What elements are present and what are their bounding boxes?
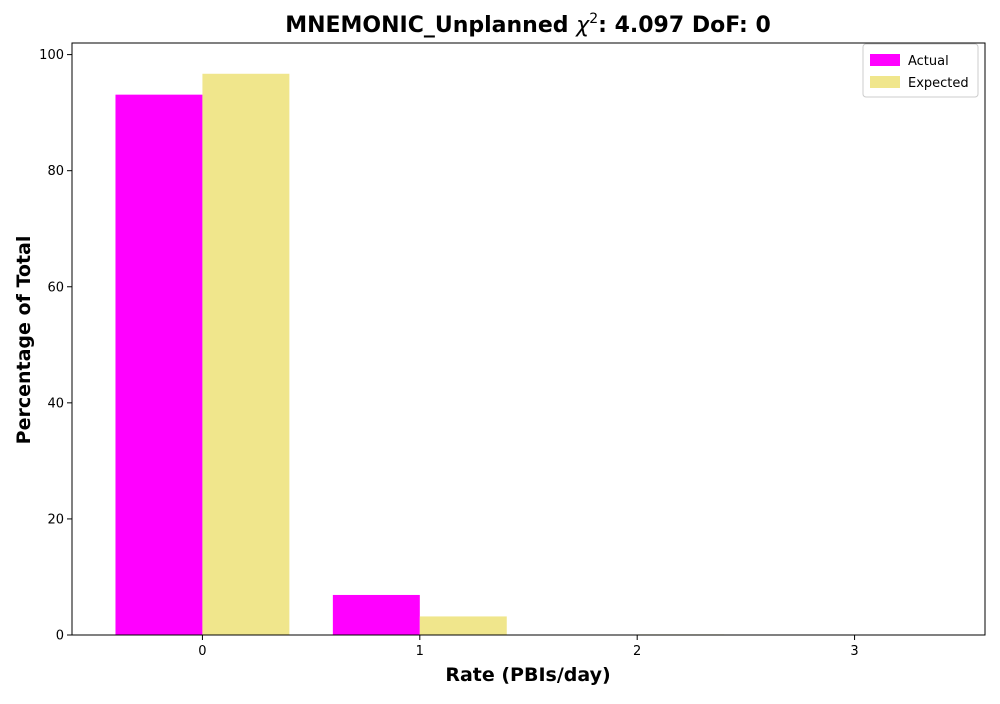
y-tick-label: 20: [47, 512, 64, 527]
legend-label-actual: Actual: [908, 54, 949, 69]
legend-label-expected: Expected: [908, 76, 969, 91]
chart-title-suffix: : 4.097 DoF: 0: [598, 13, 771, 38]
legend: Actual Expected: [862, 43, 979, 98]
bar-expected-0: [202, 73, 290, 635]
bar-actual-0: [115, 94, 203, 635]
legend-swatch-actual: [870, 54, 900, 66]
y-tick-label: 0: [56, 629, 64, 644]
axes-layer: 0 20 40 60 80 100 0 1 2 3: [39, 42, 986, 659]
chart-title-superscript: 2: [589, 11, 598, 27]
bar-actual-1: [332, 594, 420, 635]
y-axis-label: Percentage of Total: [13, 236, 35, 445]
x-tick-label: 3: [850, 644, 858, 659]
x-tick-label: 2: [633, 644, 641, 659]
bars-layer: [115, 73, 725, 635]
legend-swatch-expected: [870, 76, 900, 88]
x-axis-label: Rate (PBIs/day): [445, 664, 610, 686]
x-tick-label: 1: [416, 644, 424, 659]
chart-title: MNEMONIC_Unplanned χ2: 4.097 DoF: 0: [285, 11, 771, 38]
y-tick-label: 80: [47, 164, 64, 179]
chart-title-chi: χ: [575, 13, 590, 38]
bar-expected-1: [419, 616, 507, 635]
plot-frame: [71, 42, 986, 636]
chart-title-prefix: MNEMONIC_Unplanned: [285, 13, 576, 38]
y-tick-label: 100: [39, 48, 64, 63]
y-tick-label: 40: [47, 396, 64, 411]
y-tick-label: 60: [47, 280, 64, 295]
x-tick-label: 0: [198, 644, 206, 659]
